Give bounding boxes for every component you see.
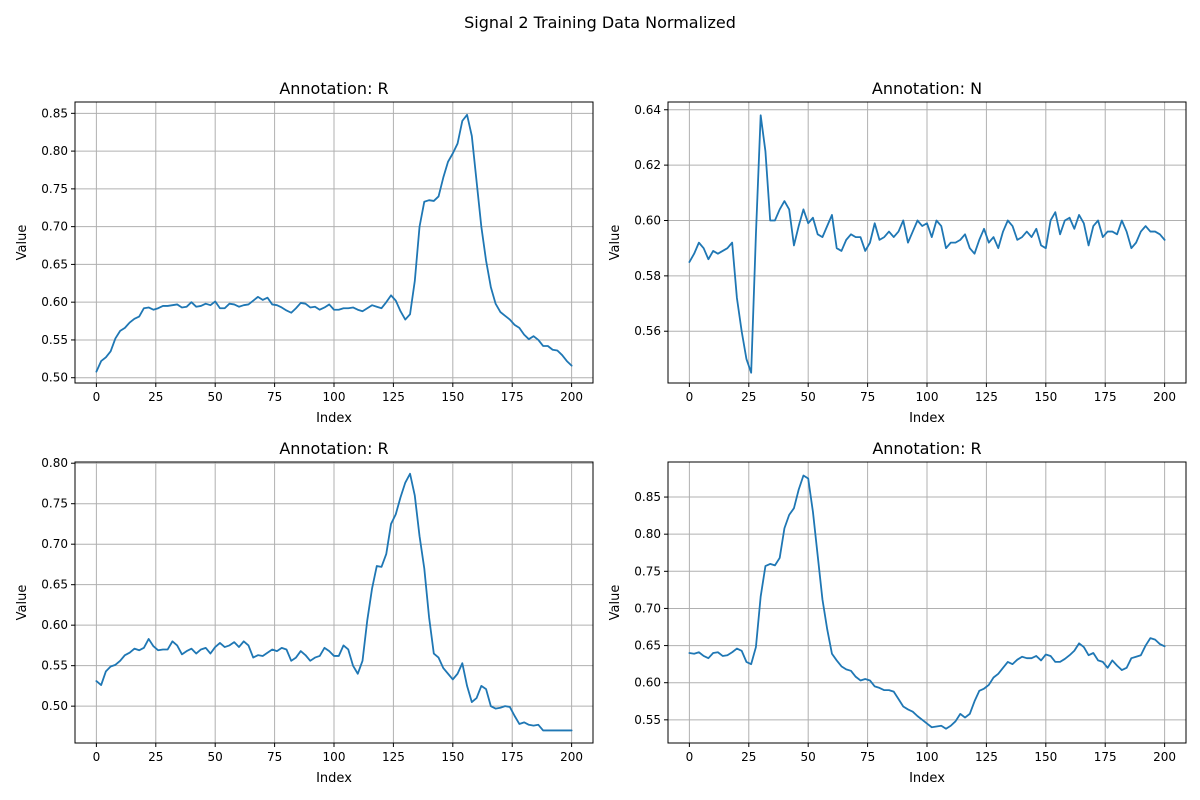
subplot-4-xtick-label-7: 175	[1094, 750, 1117, 764]
subplot-3-ylabel: Value	[15, 585, 30, 621]
subplot-4-xtick-label-8: 200	[1153, 750, 1176, 764]
subplot-1-ytick-label-7: 0.85	[41, 106, 68, 120]
subplot-1-xtick-label-6: 150	[441, 390, 464, 404]
subplot-2-ytick-label-1: 0.58	[634, 269, 661, 283]
subplot-2-xtick-label-1: 25	[741, 390, 756, 404]
subplot-3-ytick-label-0: 0.50	[41, 699, 68, 713]
subplot-3-xtick-label-6: 150	[441, 750, 464, 764]
subplot-4-ytick-label-6: 0.85	[634, 490, 661, 504]
subplot-4-ytick-label-1: 0.60	[634, 676, 661, 690]
subplot-1-xtick-label-1: 25	[148, 390, 163, 404]
subplot-2-xtick-label-4: 100	[916, 390, 939, 404]
subplot-4-ytick-label-3: 0.70	[634, 601, 661, 615]
subplot-4-xtick-label-6: 150	[1034, 750, 1057, 764]
subplot-4-xtick-label-4: 100	[916, 750, 939, 764]
subplot-4-xlabel: Index	[909, 771, 945, 786]
subplot-2-title: Annotation: N	[872, 79, 982, 98]
subplot-2-ytick-label-4: 0.64	[634, 103, 661, 117]
subplot-3-xtick-label-8: 200	[560, 750, 583, 764]
subplot-3-ytick-label-5: 0.75	[41, 497, 68, 511]
subplot-1-xtick-label-0: 0	[93, 390, 101, 404]
subplot-1-ytick-label-0: 0.50	[41, 371, 68, 385]
subplot-3-ytick-label-4: 0.70	[41, 537, 68, 551]
subplot-2-ytick-label-0: 0.56	[634, 324, 661, 338]
subplot-1-ylabel: Value	[15, 225, 30, 261]
subplot-4-ytick-label-2: 0.65	[634, 639, 661, 653]
subplot-3-xtick-label-5: 125	[382, 750, 405, 764]
subplot-2-ytick-label-2: 0.60	[634, 213, 661, 227]
subplot-4-ytick-label-4: 0.75	[634, 564, 661, 578]
subplot-1-xtick-label-8: 200	[560, 390, 583, 404]
subplot-1-xtick-label-4: 100	[323, 390, 346, 404]
subplot-1-ytick-label-3: 0.65	[41, 257, 68, 271]
subplot-1-xtick-label-3: 75	[267, 390, 282, 404]
subplot-4-title: Annotation: R	[872, 439, 981, 458]
subplot-3-xtick-label-3: 75	[267, 750, 282, 764]
subplot-3-xlabel: Index	[316, 771, 352, 786]
subplot-3: Annotation: R Index Value 0 25 50 75 100 125 1…	[15, 439, 594, 786]
subplot-2-ytick-label-3: 0.62	[634, 158, 661, 172]
subplot-1-xtick-label-2: 50	[208, 390, 223, 404]
subplot-4-xtick-label-2: 50	[801, 750, 816, 764]
subplot-1-ytick-label-1: 0.55	[41, 333, 68, 347]
subplot-1-series-line	[95, 113, 573, 373]
subplot-1: Annotation: R Index Value 0 25 50 75 100 125 1…	[15, 79, 594, 426]
subplot-3-xtick-label-0: 0	[93, 750, 101, 764]
subplot-4-ytick-label-0: 0.55	[634, 713, 661, 727]
subplot-3-ytick-label-2: 0.60	[41, 618, 68, 632]
subplot-1-xlabel: Index	[316, 411, 352, 426]
subplot-3-ytick-label-1: 0.55	[41, 659, 68, 673]
subplot-1-xtick-label-7: 175	[501, 390, 524, 404]
subplot-4: Annotation: R Index Value 0 25 50 75 100 125 1…	[608, 439, 1187, 786]
subplot-2-xlabel: Index	[909, 411, 945, 426]
subplot-4-ytick-label-5: 0.80	[634, 527, 661, 541]
subplot-1-xtick-label-5: 125	[382, 390, 405, 404]
subplot-2-xtick-label-5: 125	[975, 390, 998, 404]
subplot-2-series-line	[688, 114, 1166, 374]
subplot-3-ytick-label-6: 0.80	[41, 456, 68, 470]
subplot-2-xtick-label-0: 0	[686, 390, 694, 404]
subplot-2-xtick-label-3: 75	[860, 390, 875, 404]
subplot-4-series-line	[688, 474, 1166, 730]
subplot-4-xtick-label-0: 0	[686, 750, 694, 764]
subplot-3-xtick-label-2: 50	[208, 750, 223, 764]
subplot-3-xtick-label-4: 100	[323, 750, 346, 764]
subplot-2-ylabel: Value	[608, 225, 623, 261]
subplot-2-xtick-label-2: 50	[801, 390, 816, 404]
subplot-2: Annotation: N Index Value 0 25 50 75 100 125 1…	[608, 79, 1187, 426]
subplot-4-xtick-label-1: 25	[741, 750, 756, 764]
subplot-3-xtick-label-7: 175	[501, 750, 524, 764]
subplot-4-xtick-label-5: 125	[975, 750, 998, 764]
subplot-1-title: Annotation: R	[279, 79, 388, 98]
subplot-3-ytick-label-3: 0.65	[41, 578, 68, 592]
subplot-1-ytick-label-6: 0.80	[41, 144, 68, 158]
subplot-3-xtick-label-1: 25	[148, 750, 163, 764]
subplot-2-xtick-label-6: 150	[1034, 390, 1057, 404]
subplot-3-title: Annotation: R	[279, 439, 388, 458]
subplot-1-ytick-label-4: 0.70	[41, 220, 68, 234]
subplot-1-ytick-label-5: 0.75	[41, 182, 68, 196]
subplot-2-xtick-label-7: 175	[1094, 390, 1117, 404]
figure-title: Signal 2 Training Data Normalized	[464, 13, 736, 32]
subplot-2-xtick-label-8: 200	[1153, 390, 1176, 404]
subplot-4-xtick-label-3: 75	[860, 750, 875, 764]
subplot-1-ytick-label-2: 0.60	[41, 295, 68, 309]
subplot-3-series-line	[95, 472, 573, 732]
subplot-4-ylabel: Value	[608, 585, 623, 621]
